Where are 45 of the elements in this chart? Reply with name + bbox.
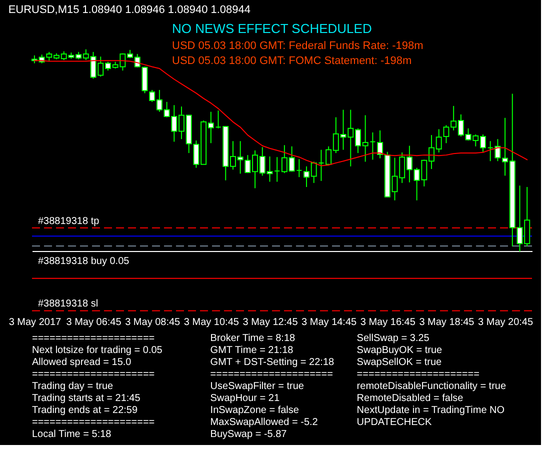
- text: Trading ends at = 22:59: [32, 405, 138, 416]
- x-tick-label: 3 May 20:45: [478, 317, 534, 328]
- candlestick: [274, 156, 280, 182]
- chart-title: EURUSD,M15 1.08940 1.08946 1.08940 1.08944: [8, 4, 251, 16]
- ref-line-label: #38819318 buy 0.05: [38, 256, 130, 267]
- candlestick: [370, 132, 376, 160]
- text: Trading day = true: [32, 381, 114, 392]
- text: GMT + DST-Setting = 22:18: [210, 357, 335, 368]
- x-tick-label: 3 May 18:45: [419, 317, 475, 328]
- text: =====================: [32, 369, 155, 380]
- text: NO NEWS EFFECT SCHEDULED: [172, 21, 372, 36]
- x-tick-label: 3 May 16:45: [360, 317, 416, 328]
- ref-line-label: #38819318 tp: [38, 216, 100, 227]
- text: SwapSellOK = true: [356, 357, 442, 368]
- text: remoteDisableFunctionality = true: [356, 381, 506, 392]
- x-tick-label: 3 May 10:45: [184, 317, 240, 328]
- text: Next lotsize for trading = 0.05: [32, 345, 163, 356]
- text: BuySwap = -5.87: [210, 429, 288, 440]
- candlestick: [142, 66, 148, 94]
- text: Local Time = 5:18: [32, 429, 112, 440]
- text: GMT Time = 21:18: [210, 345, 294, 356]
- annotation: USD 05.03 18:00 GMT: Federal Funds Rate: -198m: [172, 40, 424, 52]
- text: SwapBuyOK = true: [356, 345, 443, 356]
- text: UseSwapFilter = true: [210, 381, 304, 392]
- text: =====================: [32, 333, 155, 344]
- text: Allowed spread = 15.0: [32, 357, 132, 368]
- x-tick-label: 3 May 08:45: [125, 317, 181, 328]
- x-tick-label: 3 May 2017: [8, 317, 62, 328]
- text: =====================: [210, 369, 334, 380]
- text: =====================: [356, 369, 480, 380]
- text: InSwapZone = false: [210, 405, 300, 416]
- candlestick: [377, 130, 384, 159]
- text: SellSwap = 3.25: [356, 333, 430, 344]
- text: Trading starts at = 21:45: [32, 393, 141, 404]
- text: RemoteDisabled = false: [356, 393, 464, 404]
- text: NextUpdate in = TradingTime NO UPDATECHECK: [356, 405, 505, 428]
- x-tick-label: 3 May 12:45: [242, 317, 298, 328]
- text: Broker Time = 8:18: [210, 333, 296, 344]
- x-tick-label: 3 May 14:45: [302, 317, 358, 328]
- text: MaxSwapAllowed = -5.2: [210, 417, 318, 428]
- text: SwapHour = 21: [210, 393, 280, 404]
- ref-line-label: #38819318 sl: [38, 298, 98, 310]
- text: =====================: [32, 417, 155, 428]
- annotation: USD 05.03 18:00 GMT: FOMC Statement: -198m: [172, 55, 412, 67]
- x-tick-label: 3 May 06:45: [66, 317, 122, 328]
